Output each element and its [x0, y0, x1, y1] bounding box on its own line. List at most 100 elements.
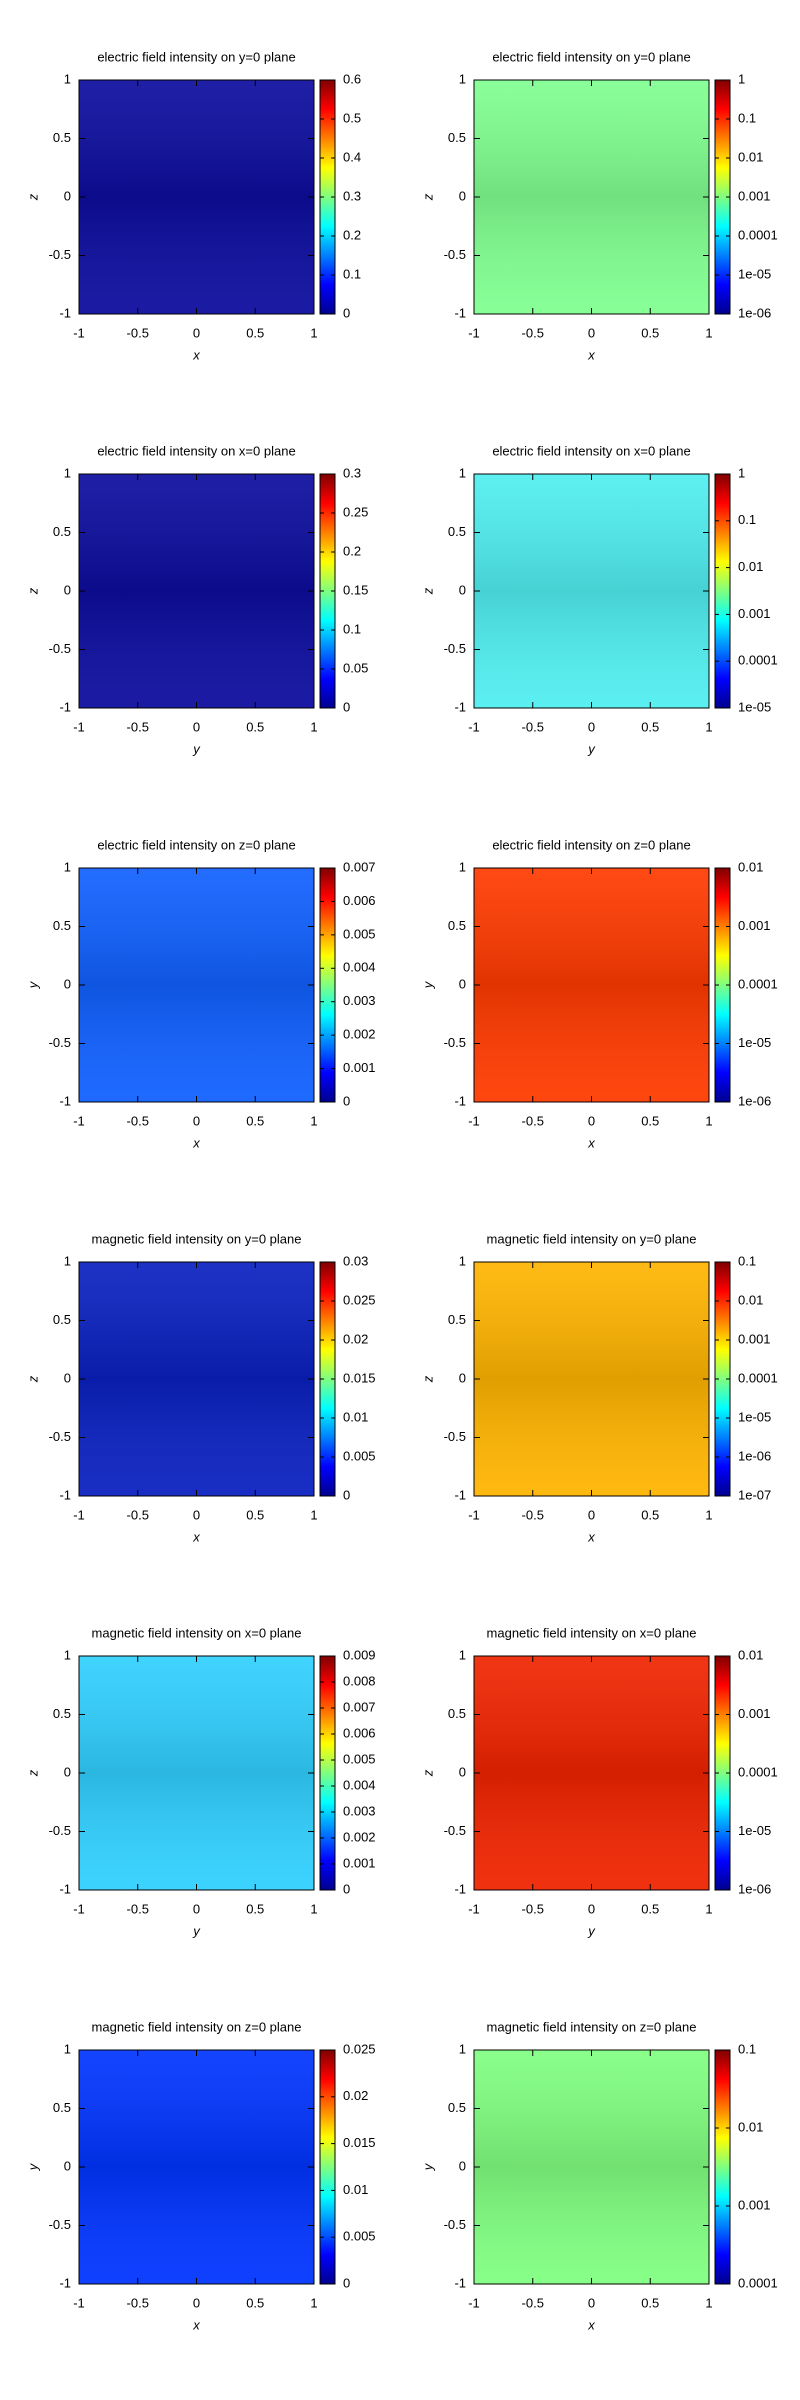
- y-tick-label: 1: [64, 1647, 71, 1662]
- colorbar-tick-label: 0.0001: [738, 227, 778, 242]
- y-tick-label: 0: [64, 1370, 71, 1385]
- y-axis-label: z: [25, 1375, 40, 1383]
- field-shading: [79, 868, 314, 1102]
- y-tick-label: 1: [64, 2041, 71, 2056]
- field-shading: [79, 474, 314, 708]
- colorbar-tick-label: 1e-05: [738, 699, 771, 714]
- colorbar-tick-label: 0.15: [343, 582, 368, 597]
- colorbar-tick-label: 0.5: [343, 110, 361, 125]
- field-shading: [474, 2050, 709, 2284]
- x-tick-label: 1: [705, 325, 712, 340]
- x-tick-label: 0: [588, 2295, 595, 2310]
- colorbar-tick-label: 0.001: [738, 188, 771, 203]
- y-tick-label: -1: [454, 1093, 466, 1108]
- field-shading: [79, 80, 314, 314]
- x-tick-label: 1: [310, 2295, 317, 2310]
- x-axis-label: x: [192, 1135, 200, 1150]
- colorbar-tick-label: 0.025: [343, 1292, 376, 1307]
- x-tick-label: 0.5: [641, 1507, 659, 1522]
- colorbar-tick-label: 0.002: [343, 1027, 376, 1042]
- x-tick-label: 1: [705, 1113, 712, 1128]
- x-tick-label: 1: [310, 1507, 317, 1522]
- x-tick-label: 0: [193, 1113, 200, 1128]
- colorbar-tick-label: 0: [343, 1487, 350, 1502]
- y-tick-label: -1: [59, 305, 71, 320]
- x-tick-label: 1: [705, 1507, 712, 1522]
- panel-title: magnetic field intensity on x=0 plane: [92, 1625, 302, 1640]
- panel: magnetic field intensity on y=0 plane-1-…: [420, 1231, 777, 1544]
- x-tick-label: -1: [468, 2295, 480, 2310]
- colorbar-tick-label: 0.001: [738, 1706, 771, 1721]
- x-tick-label: -1: [468, 719, 480, 734]
- y-tick-label: 1: [459, 2041, 466, 2056]
- colorbar-tick-label: 0.01: [738, 559, 763, 574]
- x-axis-label: x: [587, 1135, 595, 1150]
- y-axis-label: z: [420, 193, 435, 201]
- colorbar-tick-label: 0.01: [738, 2119, 763, 2134]
- colorbar-tick-label: 0.1: [738, 110, 756, 125]
- y-tick-label: 0: [459, 1764, 466, 1779]
- panel-title: magnetic field intensity on x=0 plane: [487, 1625, 697, 1640]
- y-tick-label: 0.5: [53, 524, 71, 539]
- colorbar-tick-label: 0.015: [343, 2135, 376, 2150]
- colorbar-tick-label: 0.009: [343, 1647, 376, 1662]
- colorbar: [319, 2049, 336, 2285]
- y-tick-label: 0: [459, 582, 466, 597]
- x-tick-label: -1: [468, 1901, 480, 1916]
- colorbar: [319, 1655, 336, 1891]
- y-axis-label: y: [420, 980, 435, 989]
- x-tick-label: 1: [705, 2295, 712, 2310]
- y-axis-label: y: [25, 980, 40, 989]
- colorbar-tick-label: 0.1: [738, 1253, 756, 1268]
- colorbar-tick-label: 0.01: [738, 149, 763, 164]
- y-tick-label: -1: [59, 1881, 71, 1896]
- y-tick-label: 0.5: [448, 1706, 466, 1721]
- panel: electric field intensity on z=0 plane-1-…: [25, 837, 375, 1150]
- panel: magnetic field intensity on y=0 plane-1-…: [25, 1231, 375, 1544]
- y-tick-label: 1: [64, 465, 71, 480]
- x-tick-label: 0.5: [246, 719, 264, 734]
- y-tick-label: -1: [59, 2275, 71, 2290]
- x-tick-label: -0.5: [522, 719, 544, 734]
- panel: electric field intensity on y=0 plane-1-…: [420, 49, 777, 362]
- y-axis-label: z: [420, 1375, 435, 1383]
- x-axis-label: x: [587, 1529, 595, 1544]
- x-tick-label: -0.5: [522, 1901, 544, 1916]
- field-shading: [474, 1656, 709, 1890]
- colorbar-tick-label: 0.007: [343, 1699, 376, 1714]
- y-tick-label: 0: [64, 188, 71, 203]
- y-tick-label: 0.5: [448, 1312, 466, 1327]
- colorbar-tick-label: 0.003: [343, 1803, 376, 1818]
- colorbar-tick-label: 0.3: [343, 188, 361, 203]
- y-tick-label: 0.5: [448, 130, 466, 145]
- y-tick-label: -0.5: [49, 641, 71, 656]
- x-axis-label: x: [192, 2317, 200, 2332]
- y-tick-label: 0.5: [448, 2100, 466, 2115]
- x-tick-label: -1: [73, 719, 85, 734]
- y-tick-label: 1: [64, 1253, 71, 1268]
- y-tick-label: 0: [459, 1370, 466, 1385]
- colorbar-tick-label: 0.002: [343, 1829, 376, 1844]
- colorbar-tick-label: 1e-06: [738, 1881, 771, 1896]
- y-tick-label: 1: [459, 1647, 466, 1662]
- colorbar-tick-label: 0.02: [343, 2088, 368, 2103]
- colorbar-tick-label: 0.003: [343, 993, 376, 1008]
- colorbar-tick-label: 0.3: [343, 465, 361, 480]
- x-tick-label: -0.5: [522, 2295, 544, 2310]
- colorbar-tick-label: 0.001: [738, 918, 771, 933]
- y-tick-label: -0.5: [444, 1035, 466, 1050]
- x-tick-label: 0: [588, 1507, 595, 1522]
- x-tick-label: -0.5: [127, 1113, 149, 1128]
- x-tick-label: 1: [705, 1901, 712, 1916]
- x-axis-label: y: [587, 741, 596, 756]
- field-shading: [474, 474, 709, 708]
- x-tick-label: 0: [193, 325, 200, 340]
- y-tick-label: -1: [454, 1881, 466, 1896]
- y-tick-label: -1: [59, 699, 71, 714]
- panel-title: electric field intensity on z=0 plane: [492, 837, 690, 852]
- colorbar-tick-label: 0.01: [343, 1409, 368, 1424]
- y-tick-label: 0: [64, 2158, 71, 2173]
- colorbar-tick-label: 1: [738, 465, 745, 480]
- colorbar-tick-label: 0.015: [343, 1370, 376, 1385]
